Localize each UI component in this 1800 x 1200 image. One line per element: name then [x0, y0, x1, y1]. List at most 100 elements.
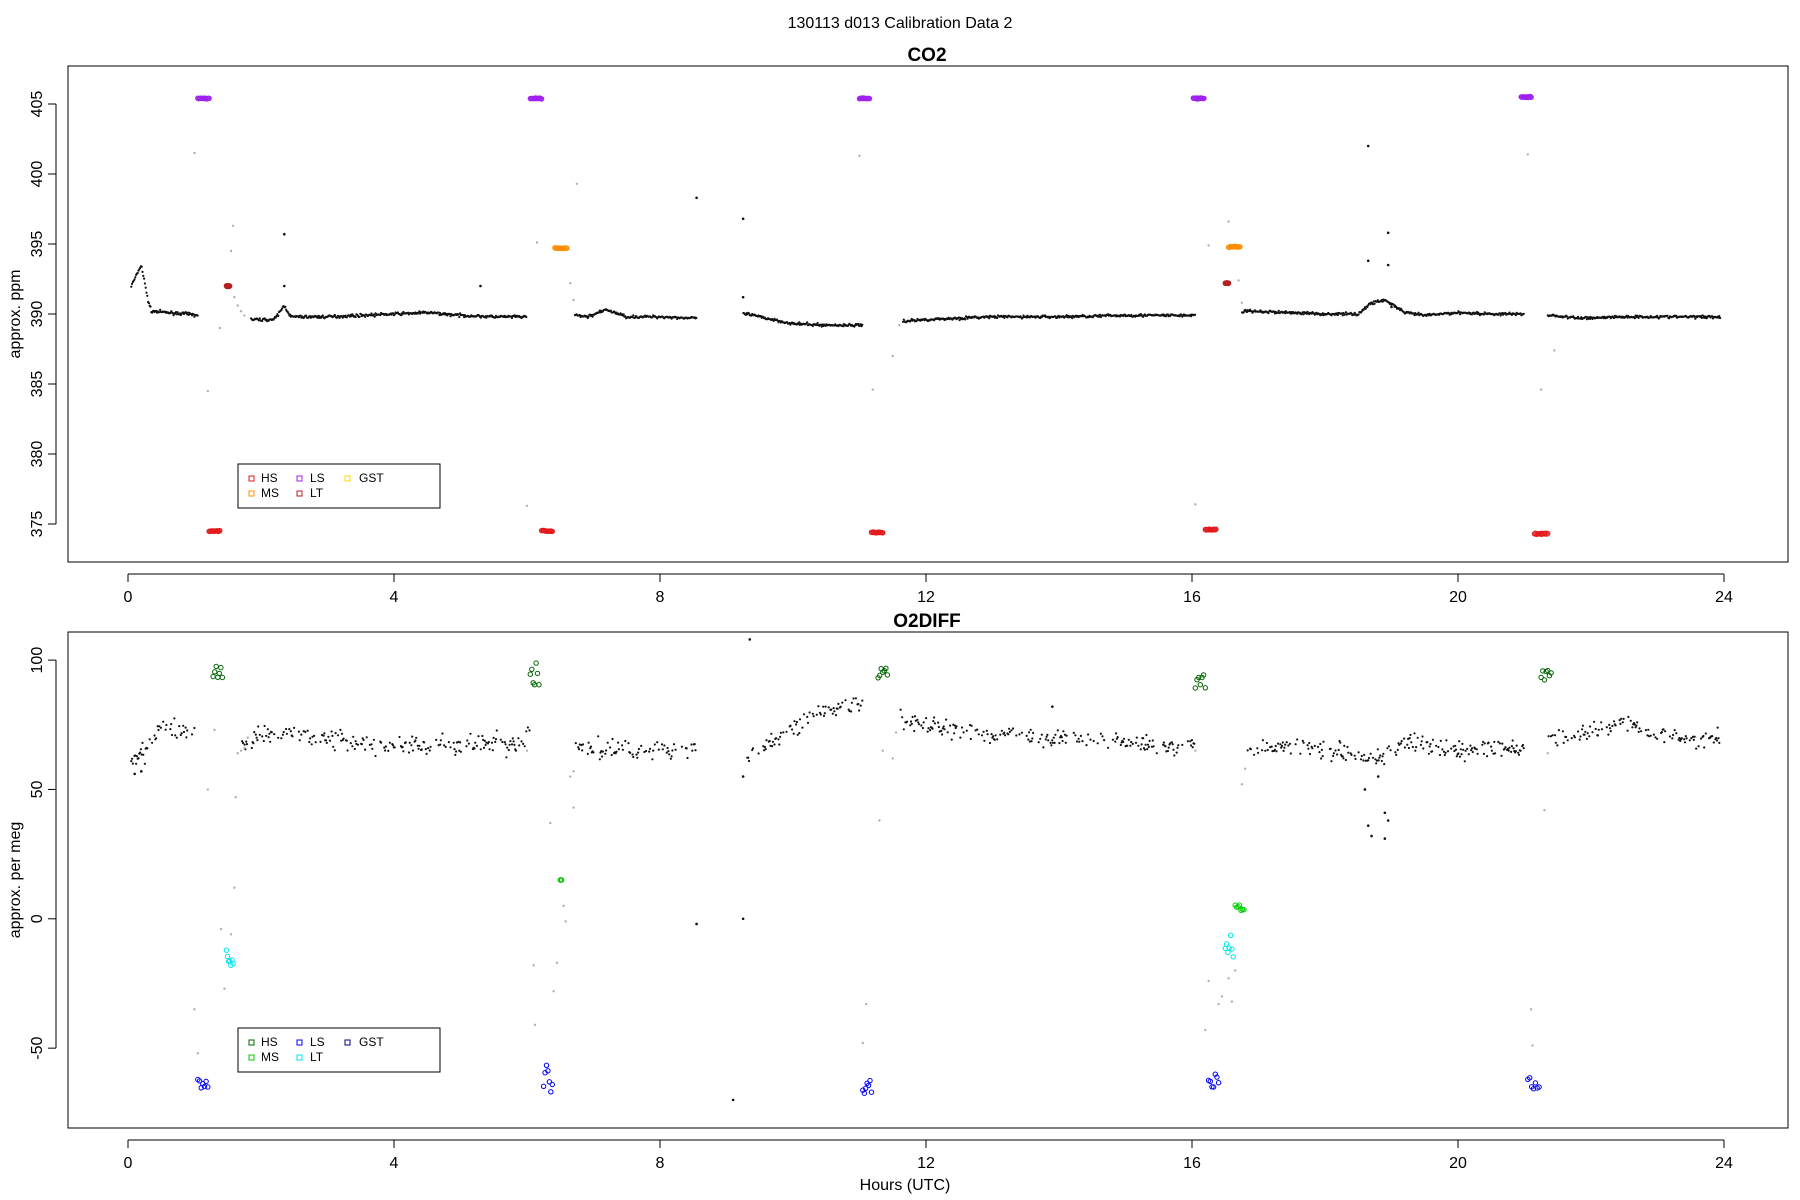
o2diff-x-tick-label: 0	[124, 1155, 133, 1172]
o2diff-sample-point	[933, 716, 936, 719]
o2diff-sample-point	[643, 750, 646, 754]
o2diff-transition-point	[569, 775, 572, 778]
o2diff-sample-point	[1556, 744, 1559, 747]
o2diff-sample-point	[1629, 719, 1632, 722]
o2diff-sample-point	[447, 741, 450, 744]
o2diff-sample-point	[267, 736, 270, 739]
o2diff-sample-point	[383, 746, 386, 749]
o2diff-sample-point	[833, 710, 836, 713]
o2diff-sample-point	[785, 730, 788, 733]
o2diff-sample-point	[1311, 747, 1314, 750]
o2diff-sample-point	[680, 745, 684, 748]
co2-sample-point	[372, 313, 375, 316]
o2diff-outlier-point	[1370, 834, 1373, 838]
o2diff-sample-point	[507, 748, 510, 752]
o2diff-sample-point	[1483, 742, 1486, 745]
co2-sample-point	[915, 319, 918, 323]
o2diff-standard-ls-point	[861, 1090, 867, 1096]
o2diff-sample-point	[506, 746, 509, 749]
co2-sample-point	[1666, 314, 1669, 317]
o2diff-sample-point	[285, 732, 288, 735]
o2diff-sample-point	[1274, 744, 1277, 748]
o2diff-sample-point	[491, 749, 494, 752]
co2-sample-point	[143, 277, 146, 280]
o2diff-sample-point	[388, 741, 391, 744]
o2diff-sample-point	[1371, 756, 1375, 759]
o2diff-sample-point	[1367, 756, 1371, 760]
co2-panel: CO2 approx. ppm 0 4 8 12 16 20 24 375 380 385 390 3…	[7, 45, 1789, 606]
co2-standard-ls-point	[866, 95, 873, 102]
o2diff-sample-point	[1081, 740, 1084, 743]
o2diff-sample-point	[1029, 728, 1032, 731]
o2diff-sample-point	[313, 734, 316, 737]
o2diff-sample-point	[1637, 730, 1640, 734]
co2-sample-point	[321, 314, 324, 317]
co2-sample-point	[1245, 310, 1248, 314]
o2diff-sample-point	[393, 746, 396, 749]
co2-sample-point	[633, 316, 637, 319]
co2-sample-point	[317, 316, 320, 319]
o2diff-transition-point	[243, 746, 246, 750]
o2diff-sample-point	[131, 757, 134, 760]
o2diff-sample-point	[969, 737, 972, 741]
o2diff-sample-point	[520, 740, 523, 743]
o2diff-sample-point	[1131, 742, 1134, 746]
o2diff-sample-point	[142, 753, 145, 756]
o2diff-standard-ls-point	[1207, 1078, 1214, 1085]
o2diff-sample-point	[427, 747, 430, 750]
o2diff-sample-point	[487, 740, 490, 744]
co2-sample-point	[1701, 314, 1704, 317]
o2diff-sample-point	[408, 741, 411, 744]
co2-ylabel: approx. ppm	[7, 270, 24, 359]
co2-axes: 0 4 8 12 16 20 24 375 380 385 390 395 400 405	[29, 91, 1733, 606]
o2diff-sample-point	[1363, 753, 1366, 757]
o2diff-standard-ls-point	[196, 1078, 203, 1084]
o2diff-sample-point	[665, 751, 668, 754]
o2diff-sample-point	[1507, 749, 1510, 752]
o2diff-standard-ls-point	[548, 1089, 554, 1095]
o2diff-sample-point	[1611, 724, 1614, 728]
o2diff-sample-point	[1600, 728, 1604, 731]
o2diff-sample-point	[354, 740, 357, 743]
co2-sample-point	[1392, 303, 1395, 306]
o2diff-sample-point	[342, 737, 345, 740]
o2diff-sample-point	[1115, 732, 1118, 735]
o2diff-sample-point	[1281, 741, 1284, 744]
co2-sample-point	[133, 278, 136, 281]
co2-transition-point	[206, 389, 209, 393]
o2diff-sample-point	[1077, 737, 1080, 740]
o2diff-sample-point	[1350, 753, 1353, 757]
o2diff-sample-point	[1032, 731, 1035, 735]
o2diff-legend-gst-label: GST	[359, 1035, 384, 1049]
co2-sample-point	[590, 313, 593, 316]
o2diff-sample-point	[960, 726, 964, 729]
co2-sample-point	[449, 315, 452, 318]
co2-sample-point	[964, 318, 967, 321]
o2diff-sample-point	[441, 732, 444, 735]
o2diff-sample-point	[319, 740, 322, 744]
o2diff-sample-point	[1500, 754, 1503, 757]
o2diff-standard-ms-point	[1236, 902, 1243, 908]
o2diff-sample-point	[812, 715, 815, 718]
co2-transition-point	[243, 314, 246, 317]
o2diff-sample-point	[661, 748, 664, 751]
o2diff-sample-point	[314, 741, 317, 744]
o2diff-sample-point	[508, 743, 511, 746]
o2diff-sample-point	[1463, 760, 1466, 763]
o2diff-sample-point	[921, 726, 925, 730]
o2diff-sample-point	[1429, 742, 1432, 746]
o2diff-sample-point	[953, 732, 956, 735]
o2diff-sample-point	[263, 724, 266, 728]
o2diff-outlier-point	[1366, 824, 1370, 827]
o2diff-sample-point	[1122, 737, 1126, 740]
o2diff-transition-point	[1207, 979, 1210, 983]
o2diff-sample-point	[1062, 730, 1065, 733]
o2diff-sample-point	[330, 730, 333, 733]
o2diff-sample-point	[770, 732, 773, 735]
o2diff-sample-point	[1119, 743, 1122, 747]
o2diff-sample-point	[156, 725, 159, 728]
co2-transition-point	[239, 310, 243, 313]
o2diff-outlier-point	[731, 1098, 735, 1102]
o2diff-sample-point	[1409, 733, 1412, 737]
co2-sample-point	[144, 286, 147, 289]
